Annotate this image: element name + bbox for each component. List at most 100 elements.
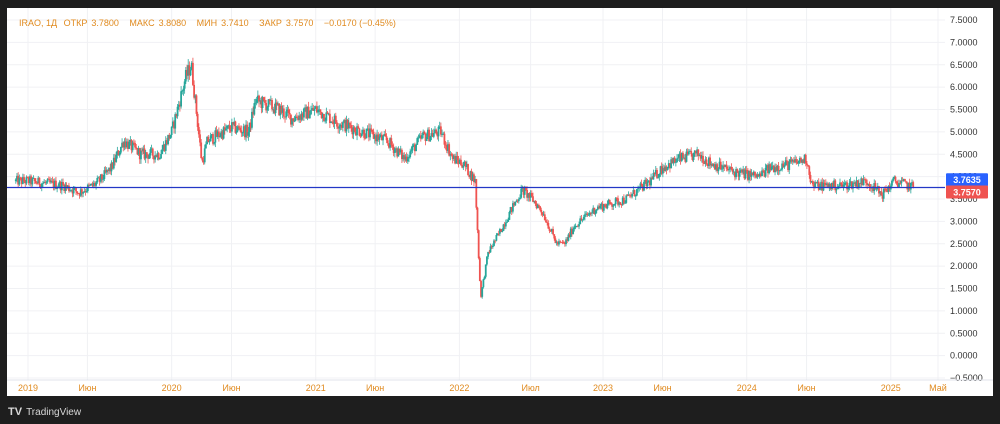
candle-body: [438, 126, 441, 128]
candle-body: [144, 152, 147, 159]
x-tick-label: 2020: [162, 383, 182, 393]
candle-body: [81, 189, 83, 194]
candle-body: [241, 132, 244, 134]
candle-body: [659, 166, 662, 175]
candle-body: [708, 157, 710, 167]
candle-body: [695, 150, 697, 154]
candle-body: [832, 182, 834, 189]
candle-body: [568, 234, 571, 237]
candle-body: [476, 207, 479, 231]
candle-body: [802, 159, 805, 164]
y-tick-label: 3.0000: [950, 216, 978, 226]
x-tick-label: Май: [929, 383, 947, 393]
candle-body: [705, 159, 708, 165]
candle-body: [168, 134, 171, 139]
candle-body: [658, 174, 661, 178]
candle-body: [478, 258, 481, 282]
candle-body: [516, 200, 519, 202]
price-tag-red: [946, 185, 988, 199]
candle-body: [262, 97, 265, 101]
candle-body: [758, 173, 761, 177]
candle-body: [59, 181, 62, 191]
candle-body: [77, 193, 80, 194]
candle-body: [127, 141, 129, 149]
candle-body: [436, 133, 439, 137]
candle-body: [620, 204, 623, 206]
y-tick-label: 5.0000: [950, 127, 978, 137]
candle-body: [788, 161, 791, 171]
candle-body: [298, 115, 301, 120]
candle-body: [618, 202, 621, 205]
candle-body: [654, 170, 657, 175]
candle-body: [140, 150, 142, 160]
candle-body: [611, 204, 614, 207]
candle-body: [721, 168, 723, 170]
candle-body: [66, 185, 69, 188]
candle-body: [580, 218, 583, 221]
candle-body: [114, 157, 116, 162]
candle-body: [341, 122, 344, 128]
candle-body: [795, 159, 798, 162]
candle-body: [62, 182, 64, 185]
candle-body: [60, 182, 63, 191]
candle-body: [585, 213, 588, 215]
candle-body: [674, 162, 677, 163]
candle-body: [496, 233, 499, 236]
candle-body: [829, 183, 832, 189]
candle-body: [23, 177, 25, 182]
candle-body: [397, 148, 400, 157]
open-stat: ОТКР 3.7800: [63, 18, 119, 28]
candle-body: [571, 228, 573, 235]
candle-body: [770, 166, 773, 171]
candle-body: [606, 204, 609, 209]
candle-body: [410, 150, 413, 152]
candle-body: [684, 157, 687, 162]
candle-body: [424, 133, 427, 141]
candle-body: [29, 176, 31, 184]
candle-body: [554, 238, 557, 244]
candle-body: [232, 122, 234, 125]
candle-body: [242, 126, 245, 133]
candle-body: [449, 154, 452, 156]
candle-body: [350, 125, 353, 129]
candle-body: [51, 180, 54, 182]
candle-body: [815, 182, 818, 184]
candle-body: [689, 151, 691, 152]
candle-body: [44, 181, 47, 183]
candle-body: [757, 174, 760, 177]
candle-body: [451, 155, 454, 159]
candle-body: [604, 204, 606, 207]
candle-body: [53, 180, 56, 188]
candle-body: [782, 163, 785, 168]
candle-body: [776, 165, 779, 171]
candle-body: [378, 136, 381, 140]
candle-body: [389, 138, 392, 148]
candle-body: [846, 182, 848, 190]
candle-body: [885, 188, 887, 191]
candle-body: [382, 136, 384, 141]
candle-body: [791, 160, 794, 162]
candle-body: [122, 142, 125, 148]
candle-body: [853, 182, 856, 184]
candle-body: [98, 177, 101, 182]
candle-body: [783, 165, 786, 168]
candle-body: [887, 186, 890, 192]
candle-body: [317, 109, 319, 113]
candle-body: [373, 135, 376, 139]
y-tick-label: 4.5000: [950, 149, 978, 159]
candle-body: [499, 229, 501, 234]
chart-canvas[interactable]: 7.5000 7.0000 6.5000 6.0000 5.5000 5.0000 4.50…: [7, 8, 993, 396]
candle-body: [621, 197, 624, 205]
candle-body: [292, 118, 295, 122]
candle-body: [702, 155, 704, 163]
candle-body: [839, 182, 841, 186]
candle-body: [867, 184, 870, 186]
candle-body: [429, 136, 432, 142]
candle-body: [52, 181, 55, 188]
candle-body: [55, 180, 57, 189]
y-tick-label: 6.0000: [950, 82, 978, 92]
candle-body: [393, 149, 396, 153]
candle-body: [711, 163, 714, 167]
chart-frame[interactable]: 7.5000 7.0000 6.5000 6.0000 5.5000 5.0000 4.50…: [7, 8, 993, 396]
tradingview-logo[interactable]: TV TradingView: [8, 404, 81, 420]
